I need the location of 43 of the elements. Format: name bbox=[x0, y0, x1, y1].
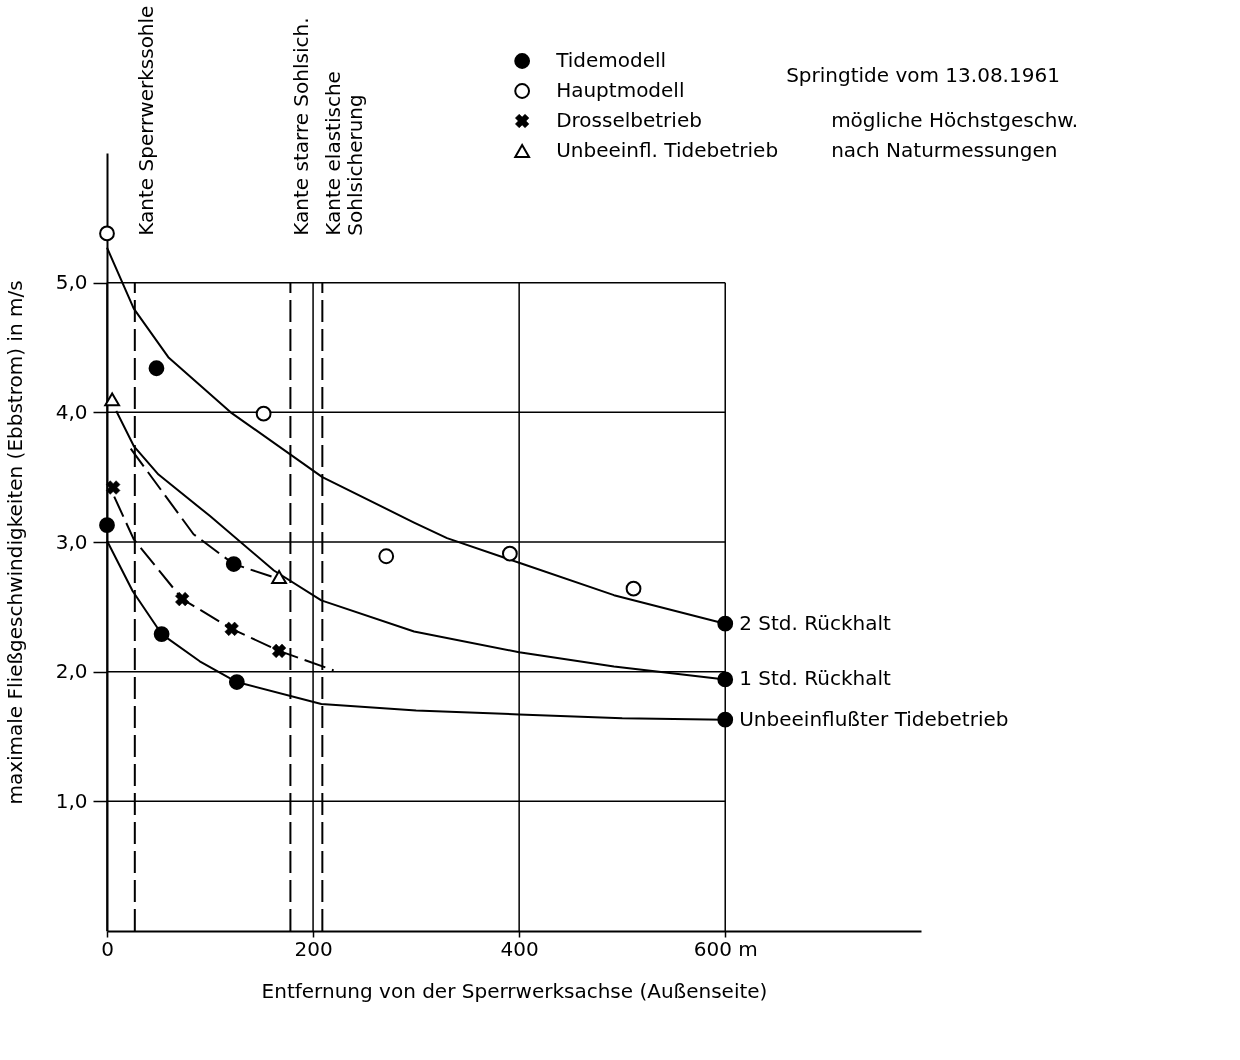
point bbox=[228, 674, 245, 690]
point bbox=[153, 626, 170, 642]
point bbox=[148, 360, 165, 377]
ref-line-label: Kante starre Sohlsich. bbox=[289, 17, 314, 236]
text: mögliche Höchstgeschw. bbox=[831, 108, 1079, 132]
y-tick-label: 5,0 bbox=[55, 270, 88, 295]
x-axis-title: Entfernung von der Sperrwerksachse (Außenseite) bbox=[261, 978, 768, 1003]
annotation: nach Naturmessungen bbox=[831, 138, 1058, 162]
x-tick-label: 400 bbox=[500, 936, 539, 961]
point bbox=[99, 517, 115, 534]
point bbox=[106, 480, 121, 495]
y-tick-label: 4,0 bbox=[55, 399, 88, 424]
point bbox=[625, 580, 642, 597]
text: Springtide vom 13.08.1961 bbox=[786, 63, 1060, 87]
legend-label: Unbeeinfl. Tidebetrieb bbox=[556, 138, 779, 162]
legend-label: Hauptmodell bbox=[556, 78, 685, 102]
point bbox=[255, 405, 272, 422]
point bbox=[99, 225, 115, 242]
x-tick-label: 0 bbox=[101, 936, 114, 961]
y-tick-label: 1,0 bbox=[55, 788, 88, 813]
point bbox=[225, 556, 242, 572]
point bbox=[271, 570, 287, 584]
x-tick-label: 200 bbox=[294, 936, 333, 961]
y-axis-title: maximale Fließgeschwindigkeiten (Ebbstrom) in m/s bbox=[2, 280, 27, 805]
y-tick-label: 2,0 bbox=[55, 659, 88, 684]
point bbox=[717, 615, 734, 632]
point bbox=[272, 643, 287, 658]
point bbox=[501, 545, 518, 562]
series-label: Unbeeinflußter Tidebetrieb bbox=[739, 706, 1009, 731]
x-tick-label: 600 m bbox=[693, 936, 758, 961]
series-label: 2 Std. Rückhalt bbox=[739, 610, 891, 635]
point bbox=[175, 591, 190, 607]
legend-label: Tidemodell bbox=[555, 48, 667, 72]
ref-line-label: Kante elastische Sohlsicherung bbox=[321, 71, 368, 236]
y-tick-label: 3,0 bbox=[55, 529, 88, 554]
ref-line-label: Kante Sperrwerkssohle bbox=[133, 5, 158, 236]
point bbox=[104, 392, 121, 407]
point bbox=[378, 548, 395, 565]
series-label: 1 Std. Rückhalt bbox=[739, 666, 891, 691]
legend-label: Drosselbetrieb bbox=[556, 108, 702, 132]
point bbox=[717, 671, 734, 688]
point bbox=[224, 621, 239, 636]
point bbox=[717, 711, 734, 728]
